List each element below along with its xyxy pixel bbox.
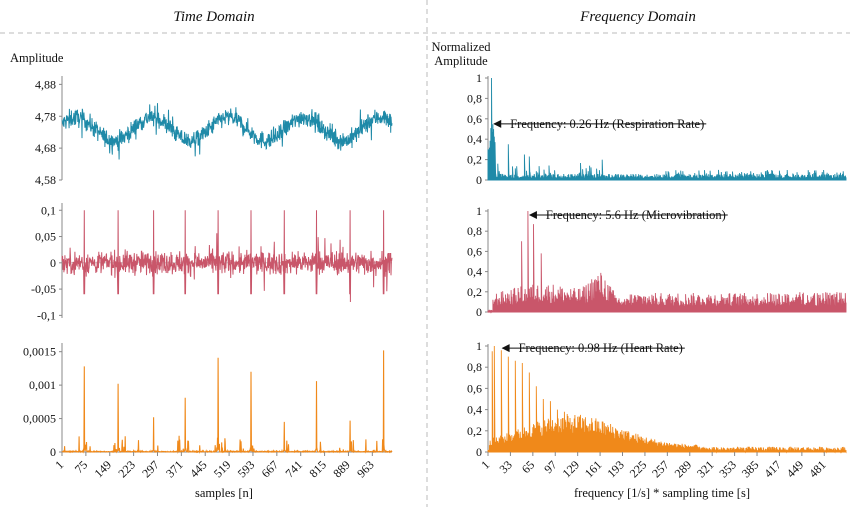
freq-x-tick-label: 1 [478,458,492,472]
time-x-tick-label: 149 [92,458,115,481]
time-x-tick-label: 297 [139,458,162,481]
time-x-tick-label: 963 [354,458,377,481]
y-tick-label: 1 [476,204,482,218]
freq-x-tick-label: 65 [519,458,537,476]
freq-xlabel: frequency [1/s] * sampling time [s] [574,486,750,500]
y-tick-label: 0,0005 [23,412,56,426]
heart-spectrum-bars [487,345,847,454]
microvibration-signal-line [61,210,393,303]
freq-x-tick-label: 289 [672,458,695,481]
y-tick-label: 0,4 [467,265,482,279]
time-x-tick-label: 223 [115,458,138,481]
freq-ylabel-line2: Amplitude [434,54,488,68]
y-tick-label: 0 [50,256,56,270]
respiration-spectrum-bars [487,77,847,181]
time-x-tick-label: 889 [330,458,353,481]
left-header: Time Domain [173,9,254,25]
time-x-tick-label: 1 [52,458,66,472]
y-tick-label: -0,1 [37,308,56,322]
y-tick-label: 1 [476,339,482,353]
time-x-tick-label: 815 [306,458,329,481]
y-tick-label: 0,0015 [23,345,56,359]
freq-x-tick-label: 97 [541,458,559,476]
y-tick-label: 4,88 [35,77,56,91]
annotation-arrowhead [501,344,510,353]
respiration-signal-line [61,103,393,160]
y-tick-label: 0,6 [467,112,482,126]
time-x-tick-label: 519 [211,458,234,481]
freq-x-tick-label: 129 [559,458,582,481]
y-tick-label: 0,2 [467,424,482,438]
microvibration-spectrum-bars [487,210,847,314]
y-tick-label: 0,8 [467,224,482,238]
freq-x-tick-label: 225 [627,458,650,481]
y-tick-label: 0,8 [467,91,482,105]
time-x-tick-label: 593 [235,458,258,481]
freq-x-tick-label: 481 [806,458,829,481]
y-tick-label: 4,78 [35,109,56,123]
right-header: Frequency Domain [579,9,696,25]
y-tick-label: 0,4 [467,403,482,417]
freq-x-tick-label: 449 [784,458,807,481]
y-tick-label: 1 [476,71,482,85]
y-tick-label: 0,2 [467,153,482,167]
y-tick-label: 0 [476,173,482,187]
y-tick-label: 0,05 [35,230,56,244]
y-tick-label: 0,6 [467,244,482,258]
time-heart-panel: 0,0015 0,001 0,0005 0 [23,343,393,459]
y-tick-label: 0,8 [467,360,482,374]
time-x-tick-label: 371 [163,458,186,481]
time-x-tick-label: 75 [72,458,90,476]
time-x-tick-label: 667 [259,458,282,481]
x-tick-labels: 1 75 149 223 297 371 445 519 593 667 741 815 889 963 1… [52,452,829,481]
freq-x-tick-label: 161 [582,458,605,481]
time-microvibration-panel: 0,1 0,05 0 -0,05 -0,1 [31,203,393,322]
y-tick-label: 0,1 [41,203,56,217]
y-tick-label: 0,4 [467,132,482,146]
time-respiration-panel: 4,88 4,78 4,68 4,58 [35,76,393,187]
time-x-tick-label: 445 [187,458,210,481]
y-tick-label: 0 [476,445,482,459]
y-tick-label: 4,58 [35,173,56,187]
y-tick-label: 0,2 [467,285,482,299]
time-xlabel: samples [n] [195,486,253,500]
y-tick-label: -0,05 [31,282,56,296]
time-x-tick-label: 741 [282,458,305,481]
freq-x-tick-label: 257 [649,458,672,481]
freq-x-tick-label: 193 [604,458,627,481]
freq-x-tick-label: 417 [761,458,784,481]
annotation-arrowhead [528,211,537,220]
annotation-arrowhead [493,119,502,128]
freq-x-tick-label: 353 [716,458,739,481]
y-tick-label: 4,68 [35,141,56,155]
heart-signal-line [61,350,393,454]
y-tick-label: 0,001 [29,378,56,392]
freq-x-tick-label: 33 [496,458,514,476]
y-tick-label: 0 [50,445,56,459]
y-tick-label: 0 [476,305,482,319]
freq-ylabel-line1: Normalized [431,40,491,54]
freq-x-tick-label: 321 [694,458,717,481]
time-ylabel: Amplitude [10,51,64,65]
freq-x-tick-label: 385 [739,458,762,481]
y-tick-label: 0,6 [467,381,482,395]
